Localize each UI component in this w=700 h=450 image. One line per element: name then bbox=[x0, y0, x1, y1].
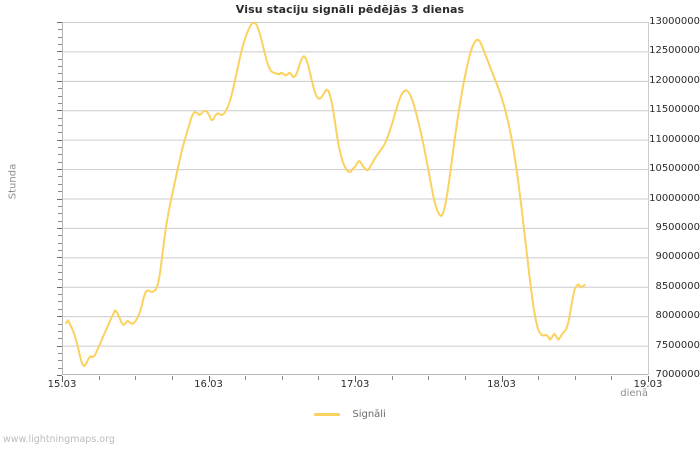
x-tick-mark bbox=[208, 376, 210, 382]
y-minor-tick-mark bbox=[58, 235, 62, 237]
x-tick-label: 18.03 bbox=[487, 379, 516, 390]
y-minor-tick-mark bbox=[58, 242, 62, 244]
x-minor-tick-mark bbox=[391, 376, 393, 380]
y-minor-tick-mark bbox=[58, 330, 62, 332]
y-tick-mark bbox=[57, 345, 62, 347]
y-tick-mark bbox=[57, 316, 62, 318]
y-tick-label: 8000000 bbox=[655, 310, 700, 322]
y-minor-tick-mark bbox=[58, 154, 62, 156]
y-minor-tick-mark bbox=[58, 88, 62, 90]
chart-legend: Signāli bbox=[0, 409, 700, 421]
legend-label-signali: Signāli bbox=[352, 409, 386, 420]
watermark: www.lightningmaps.org bbox=[3, 434, 115, 445]
y-minor-tick-mark bbox=[58, 191, 62, 193]
y-minor-tick-mark bbox=[58, 301, 62, 303]
gridlines bbox=[63, 22, 649, 375]
y-minor-tick-mark bbox=[58, 367, 62, 369]
y-tick-label: 11000000 bbox=[649, 133, 700, 145]
x-tick-label: 17.03 bbox=[340, 379, 370, 390]
y-minor-tick-mark bbox=[58, 117, 62, 119]
y-tick-label: 7500000 bbox=[655, 339, 700, 351]
x-tick-mark bbox=[355, 376, 356, 382]
plot-area bbox=[62, 22, 649, 375]
y-tick-mark bbox=[57, 139, 62, 141]
y-minor-tick-mark bbox=[58, 205, 62, 207]
y-minor-tick-mark bbox=[58, 124, 62, 126]
y-tick-label: 11500000 bbox=[649, 104, 700, 116]
y-minor-tick-mark bbox=[58, 352, 62, 354]
y-tick-label: 13000000 bbox=[649, 16, 700, 27]
series-plot bbox=[63, 22, 649, 375]
y-minor-tick-mark bbox=[58, 102, 62, 104]
y-tick-label: 9500000 bbox=[655, 221, 700, 233]
x-minor-tick-mark bbox=[574, 376, 576, 380]
x-minor-tick-mark bbox=[98, 376, 100, 380]
x-tick-mark bbox=[62, 376, 63, 382]
y-tick-label: 10000000 bbox=[649, 192, 700, 204]
y-minor-tick-mark bbox=[58, 323, 62, 325]
y-minor-tick-mark bbox=[58, 29, 62, 31]
x-minor-tick-mark bbox=[318, 376, 320, 380]
x-tick-label: 19.03 bbox=[633, 379, 663, 390]
y-tick-label: 12500000 bbox=[649, 45, 700, 57]
y-tick-mark bbox=[57, 22, 62, 23]
x-tick-label: 16.03 bbox=[194, 379, 223, 390]
y-minor-tick-mark bbox=[58, 183, 62, 185]
y-minor-tick-mark bbox=[58, 58, 62, 60]
x-tick-mark bbox=[648, 376, 649, 382]
y-minor-tick-mark bbox=[58, 338, 62, 340]
y-tick-mark bbox=[57, 286, 62, 288]
x-tick-label: 15.03 bbox=[47, 379, 77, 390]
x-minor-tick-mark bbox=[281, 376, 283, 380]
y-tick-mark bbox=[57, 257, 62, 259]
x-axis-label: dienā bbox=[620, 388, 648, 399]
series-line-signali bbox=[64, 22, 586, 368]
x-minor-tick-mark bbox=[538, 376, 540, 380]
x-tick-mark bbox=[501, 376, 503, 382]
y-minor-tick-mark bbox=[58, 272, 62, 274]
chart-title: Visu staciju signāli pēdējās 3 dienas bbox=[235, 3, 465, 16]
legend-swatch-signali bbox=[314, 413, 341, 416]
x-minor-tick-mark bbox=[428, 376, 430, 380]
y-minor-tick-mark bbox=[58, 279, 62, 281]
y-minor-tick-mark bbox=[58, 176, 62, 178]
y-tick-mark bbox=[57, 51, 62, 53]
y-tick-mark bbox=[57, 169, 62, 171]
y-minor-tick-mark bbox=[58, 73, 62, 75]
y-minor-tick-mark bbox=[58, 161, 62, 163]
y-tick-mark bbox=[57, 110, 62, 112]
y-tick-mark bbox=[57, 80, 62, 82]
y-minor-tick-mark bbox=[58, 66, 62, 68]
y-minor-tick-mark bbox=[58, 147, 62, 149]
x-minor-tick-mark bbox=[464, 376, 466, 380]
y-axis-label: Stunda bbox=[7, 163, 19, 200]
y-minor-tick-mark bbox=[58, 249, 62, 251]
y-minor-tick-mark bbox=[58, 95, 62, 97]
y-tick-label: 7000000 bbox=[655, 369, 700, 380]
y-tick-label: 10500000 bbox=[649, 163, 700, 175]
x-minor-tick-mark bbox=[171, 376, 173, 380]
y-minor-tick-mark bbox=[58, 36, 62, 38]
x-minor-tick-mark bbox=[135, 376, 137, 380]
y-tick-mark bbox=[57, 227, 62, 229]
y-minor-tick-mark bbox=[58, 264, 62, 266]
y-tick-label: 9000000 bbox=[655, 251, 700, 263]
y-minor-tick-mark bbox=[58, 220, 62, 222]
x-minor-tick-mark bbox=[611, 376, 613, 380]
y-minor-tick-mark bbox=[58, 44, 62, 46]
y-minor-tick-mark bbox=[58, 294, 62, 296]
y-minor-tick-mark bbox=[58, 308, 62, 310]
x-minor-tick-mark bbox=[245, 376, 247, 380]
y-minor-tick-mark bbox=[58, 360, 62, 362]
y-tick-label: 8500000 bbox=[655, 280, 700, 292]
y-tick-mark bbox=[57, 198, 62, 200]
y-tick-mark bbox=[57, 375, 62, 376]
y-minor-tick-mark bbox=[58, 213, 62, 215]
y-minor-tick-mark bbox=[58, 132, 62, 134]
y-tick-label: 12000000 bbox=[649, 74, 700, 86]
